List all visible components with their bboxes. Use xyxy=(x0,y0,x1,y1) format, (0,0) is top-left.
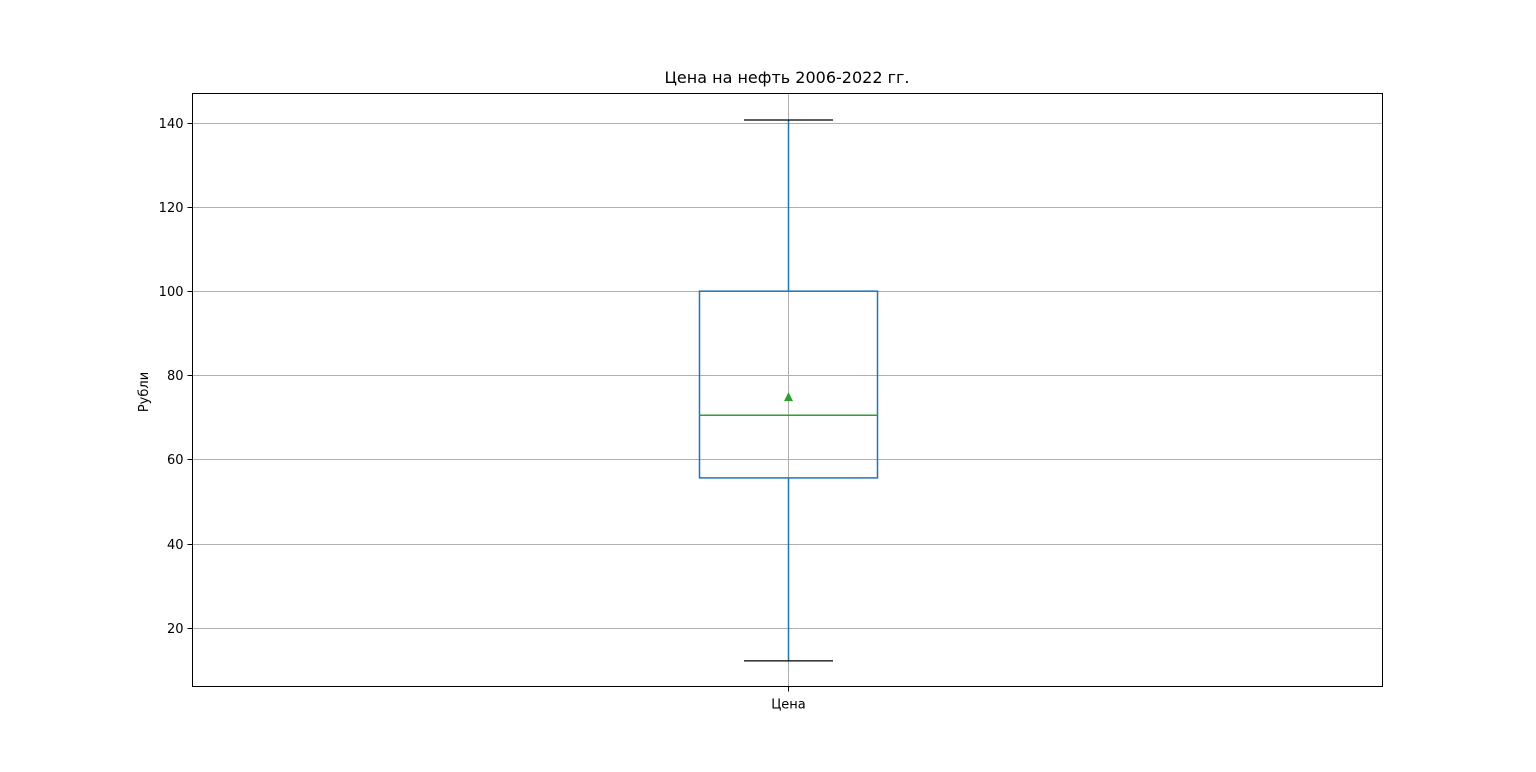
x-tick-label: Цена xyxy=(771,698,806,713)
y-tick-label: 60 xyxy=(167,453,184,468)
x-axis-ticks: Цена xyxy=(771,686,806,713)
mean-marker xyxy=(784,392,793,402)
boxes xyxy=(698,119,879,662)
y-tick-label: 100 xyxy=(159,285,184,300)
plot-frame xyxy=(192,93,1383,687)
box-iqr xyxy=(698,290,879,479)
y-axis-label: Рубли xyxy=(137,372,152,412)
y-tick-label: 20 xyxy=(167,622,184,637)
y-tick-label: 120 xyxy=(159,201,184,216)
chart-title: Цена на нефть 2006-2022 гг. xyxy=(665,68,910,87)
y-tick-label: 40 xyxy=(167,538,184,553)
y-tick-label: 80 xyxy=(167,369,184,384)
grid-lines xyxy=(192,93,1383,687)
y-tick-label: 140 xyxy=(159,117,184,132)
y-axis-ticks: 20 40 60 80 100 120 140 xyxy=(159,117,193,637)
